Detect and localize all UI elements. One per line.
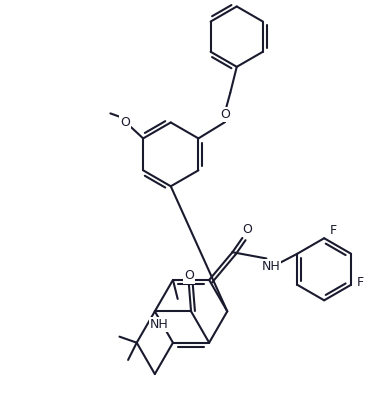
Text: NH: NH — [261, 260, 280, 273]
Text: F: F — [330, 224, 337, 237]
Text: O: O — [243, 223, 252, 236]
Text: O: O — [120, 116, 130, 130]
Text: O: O — [220, 108, 230, 121]
Text: O: O — [184, 269, 194, 282]
Text: NH: NH — [150, 318, 168, 331]
Text: F: F — [357, 276, 364, 289]
